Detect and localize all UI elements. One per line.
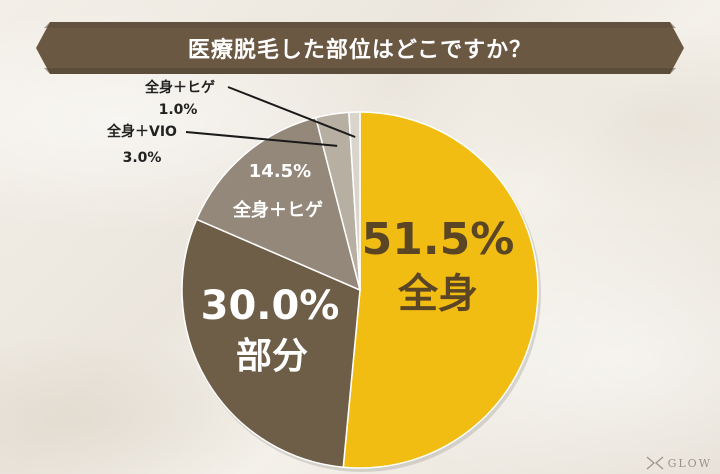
glow-logo-icon xyxy=(646,456,663,470)
pie-slice-2 xyxy=(195,116,362,292)
pie-slice-1 xyxy=(181,218,361,469)
data-label-value-3: 3.0% xyxy=(123,150,162,166)
data-label-name-3: 全身＋VIO xyxy=(106,123,177,140)
watermark-text: GLOW xyxy=(667,456,712,470)
page-title: 医療脱毛した部位はどこですか？ xyxy=(187,38,533,63)
data-label-value-4: 1.0% xyxy=(159,102,198,118)
data-label-name-4: 全身＋ヒゲ xyxy=(144,79,215,96)
title-ribbon: 医療脱毛した部位はどこですか？ xyxy=(36,22,684,74)
leader-line-3 xyxy=(185,131,338,147)
leader-line-4 xyxy=(227,86,356,138)
data-label-name-1: 部分 xyxy=(236,336,308,377)
ribbon-shape xyxy=(36,22,684,74)
data-label-value-2: 14.5% xyxy=(249,161,311,182)
data-label-value-0: 51.5% xyxy=(362,214,515,265)
pie-slice-4 xyxy=(348,111,361,291)
pie-slice-0 xyxy=(342,111,539,469)
data-label-name-0: 全身 xyxy=(397,271,478,317)
data-label-value-1: 30.0% xyxy=(201,283,340,329)
watermark: GLOW xyxy=(646,456,712,470)
data-label-name-2: 全身＋ヒゲ xyxy=(232,199,323,221)
